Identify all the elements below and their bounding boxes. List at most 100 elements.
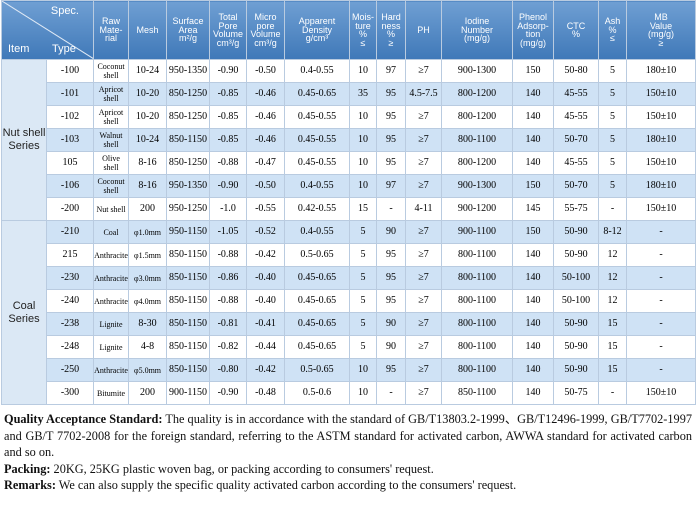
table-cell: ≥7 (405, 358, 442, 382)
table-cell: 850-1250 (166, 151, 210, 175)
table-cell: 95 (376, 289, 406, 313)
type-cell: -250 (46, 358, 94, 382)
table-cell: 5 (598, 105, 627, 129)
table-cell: φ1.0mm (128, 220, 167, 244)
header-line: Pore (218, 20, 238, 31)
table-cell: -0.85 (209, 128, 247, 152)
table-cell: -0.46 (246, 128, 285, 152)
header-line: tion (525, 29, 541, 39)
table-cell: -0.90 (209, 59, 247, 83)
table-cell: 800-1100 (441, 243, 513, 267)
header-line: ness (381, 20, 401, 31)
table-cell: Apricot shell (93, 82, 129, 106)
column-header: Micro pore Volume cm³/g (246, 0, 285, 60)
table-cell: 0.5-0.65 (284, 358, 350, 382)
table-cell: 95 (376, 82, 406, 106)
table-cell: 800-1200 (441, 82, 513, 106)
table-cell: 900-1200 (441, 197, 513, 221)
table-cell: -0.81 (209, 312, 247, 336)
header-line: % (358, 29, 367, 39)
table-cell: 95 (376, 128, 406, 152)
table-cell: 8-12 (598, 220, 627, 244)
series-cell: Nut shell Series (1, 59, 47, 221)
table-cell: 0.4-0.55 (284, 59, 350, 83)
column-header: Hard ness% ≥ (376, 0, 406, 60)
table-cell: 200 (128, 197, 167, 221)
table-cell: 140 (512, 82, 554, 106)
table-cell: -0.85 (209, 105, 247, 129)
table-cell: -0.44 (246, 335, 285, 359)
note-label: Quality Acceptance Standard: (4, 412, 163, 426)
table-cell: Lignite (93, 335, 129, 359)
table-cell: 50-100 (553, 266, 599, 290)
header-line: pore (256, 20, 275, 31)
table-cell: 90 (376, 335, 406, 359)
table-cell: ≥7 (405, 151, 442, 175)
table-cell: 850-1150 (166, 128, 210, 152)
header-line: ture (355, 20, 371, 31)
table-cell: ≥7 (405, 381, 442, 405)
table-cell: 5 (598, 151, 627, 175)
header-line: % (571, 29, 580, 39)
header-row: Spec. Item Type Raw Mate-rial Mesh Surface A… (1, 0, 696, 60)
table-cell: 4-8 (128, 335, 167, 359)
header-line: ≥ (658, 37, 664, 48)
table-cell: φ1.5mm (128, 243, 167, 267)
table-cell: ≥7 (405, 243, 442, 267)
table-cell: 12 (598, 243, 627, 267)
note: Remarks: We can also supply the specific… (4, 477, 692, 494)
header-line: Phenol (518, 12, 548, 22)
table-cell: 150±10 (626, 151, 696, 175)
table-cell: 10-24 (128, 128, 167, 152)
table-row: -102 Apricot shell 10-20 850-1250 -0.85 -0.46… (2, 105, 696, 129)
table-cell: 800-1100 (441, 128, 513, 152)
column-header: Phenol Adsorp-tion (mg/g) (512, 0, 554, 60)
table-cell: 0.45-0.65 (284, 289, 350, 313)
table-row: -101 Apricot shell 10-20 850-1250 -0.85 -0.46… (2, 82, 696, 106)
table-cell: -0.88 (209, 289, 247, 313)
header-line: Raw (101, 16, 120, 27)
type-cell: -238 (46, 312, 94, 336)
header-line: Surface (172, 16, 204, 27)
table-cell: 10 (349, 358, 377, 382)
table-cell: 50-75 (553, 381, 599, 405)
table-cell: 180±10 (626, 174, 696, 198)
table-cell: 8-16 (128, 174, 167, 198)
table-cell: 45-55 (553, 151, 599, 175)
table-cell: 45-55 (553, 82, 599, 106)
table-cell: 145 (512, 197, 554, 221)
header-line: ≥ (388, 37, 394, 48)
header-line: Iodine (464, 16, 490, 27)
table-cell: φ3.0mm (128, 266, 167, 290)
header-line: ≤ (360, 37, 366, 48)
table-row: Coal Series -210 Coal φ1.0mm 950-1150 -1.05 -0… (1, 220, 696, 405)
table-row: -248 Lignite 4-8 850-1150 -0.82 -0.44 0.45-0.6… (2, 335, 696, 359)
table-cell: 850-1150 (166, 335, 210, 359)
table-row: -230 Anthracite φ3.0mm 850-1150 -0.86 -0.40 0.… (2, 266, 696, 290)
type-cell: -106 (46, 174, 94, 198)
header-line: Mesh (136, 24, 159, 35)
table-cell: -0.47 (246, 151, 285, 175)
table-cell: Olive shell (93, 151, 129, 175)
table-cell: -0.82 (209, 335, 247, 359)
table-cell: -1.05 (209, 220, 247, 244)
table-cell: 10 (349, 128, 377, 152)
type-cell: 105 (46, 151, 94, 175)
table-cell: -0.42 (246, 358, 285, 382)
table-cell: 140 (512, 312, 554, 336)
column-header: Total Pore Volume cm³/g (209, 0, 247, 60)
type-cell: -200 (46, 197, 94, 221)
table-cell: 90 (376, 312, 406, 336)
table-cell: -0.55 (246, 197, 285, 221)
note: Quality Acceptance Standard: The quality… (4, 411, 692, 461)
item-label: Item (8, 42, 30, 55)
type-cell: -103 (46, 128, 94, 152)
table-cell: Apricot shell (93, 105, 129, 129)
table-cell: ≥7 (405, 312, 442, 336)
table-cell: 200 (128, 381, 167, 405)
table-cell: 8-30 (128, 312, 167, 336)
series-cell: Coal Series (1, 220, 47, 405)
type-cell: -240 (46, 289, 94, 313)
table-row: -106 Coconut shell 8-16 950-1350 -0.90 -0.50 0… (2, 174, 696, 198)
table-cell: 15 (598, 335, 627, 359)
